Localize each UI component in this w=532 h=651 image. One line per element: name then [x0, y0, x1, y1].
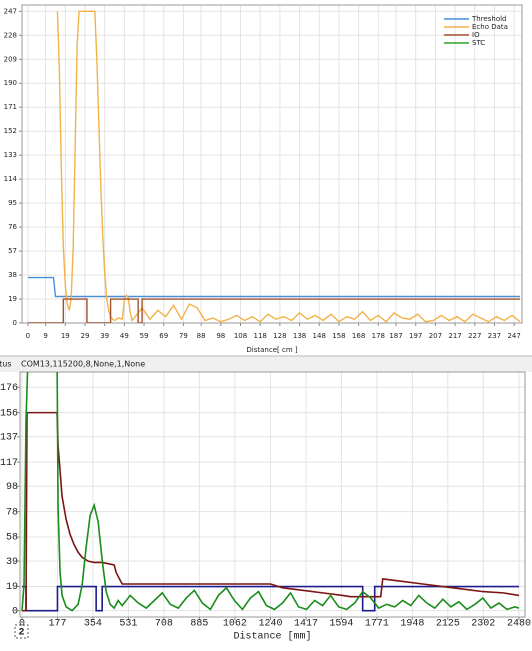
- y-tick-label: 57: [8, 247, 17, 255]
- x-tick-label: 108: [234, 332, 247, 340]
- y-tick-label: 39: [6, 557, 18, 568]
- y-tick-label: 0: [13, 319, 17, 327]
- x-tick-label: 207: [429, 332, 442, 340]
- x-tick-label: 168: [352, 332, 365, 340]
- plot-frame: [21, 4, 523, 324]
- status-label: Status: [0, 360, 12, 369]
- series-line: [22, 411, 520, 612]
- corner-label: 2: [18, 628, 24, 639]
- legend-label: Echo Data: [472, 23, 508, 31]
- x-tick-label: 29: [81, 332, 90, 340]
- x-tick-label: 39: [100, 332, 109, 340]
- y-tick-label: 156: [0, 408, 18, 419]
- x-tick-label: 98: [216, 332, 225, 340]
- x-tick-label: 148: [313, 332, 326, 340]
- x-tick-label: 177: [48, 619, 66, 630]
- x-tick-label: 187: [389, 332, 402, 340]
- x-tick-label: 531: [119, 619, 137, 630]
- x-tick-label: 69: [159, 332, 168, 340]
- x-tick-label: 1240: [258, 619, 282, 630]
- corner-box: [14, 624, 29, 639]
- x-tick-label: 19: [61, 332, 70, 340]
- x-tick-label: 158: [332, 332, 345, 340]
- x-tick-label: 354: [84, 619, 102, 630]
- y-tick-label: 152: [4, 127, 17, 135]
- y-tick-label: 209: [4, 55, 17, 63]
- x-tick-label: 2125: [436, 619, 460, 630]
- y-tick-label: 228: [4, 31, 17, 39]
- y-tick-label: 76: [8, 223, 17, 231]
- y-tick-label: 78: [6, 507, 18, 518]
- x-axis-label: Distance [mm]: [233, 631, 311, 643]
- x-tick-label: 0: [19, 619, 25, 630]
- plot-frame: [19, 371, 526, 618]
- series-line: [56, 10, 521, 323]
- x-tick-label: 227: [468, 332, 481, 340]
- x-tick-label: 128: [273, 332, 286, 340]
- x-tick-label: 59: [140, 332, 149, 340]
- legend-label: IO: [472, 31, 480, 39]
- y-tick-label: 190: [4, 79, 17, 87]
- x-tick-label: 49: [120, 332, 129, 340]
- x-tick-label: 118: [254, 332, 267, 340]
- y-tick-label: 117: [0, 458, 18, 469]
- y-tick-label: 176: [0, 383, 18, 394]
- series-line: [27, 298, 521, 323]
- status-port: COM13,115200,8,None,1,None: [21, 360, 145, 369]
- y-tick-label: 137: [0, 432, 18, 443]
- x-tick-label: 2480: [507, 619, 531, 630]
- legend-label: STC: [472, 39, 485, 47]
- status-bar: [0, 356, 532, 372]
- x-tick-label: 708: [155, 619, 173, 630]
- x-tick-label: 1417: [294, 619, 318, 630]
- x-tick-label: 79: [179, 332, 188, 340]
- y-tick-label: 19: [8, 295, 17, 303]
- x-tick-label: 1062: [223, 619, 247, 630]
- y-tick-label: 19: [6, 582, 18, 593]
- x-tick-label: 2302: [471, 619, 495, 630]
- x-tick-label: 237: [488, 332, 501, 340]
- x-tick-label: 1771: [365, 619, 389, 630]
- y-tick-label: 247: [4, 7, 17, 15]
- series-line: [27, 276, 521, 298]
- x-tick-label: 0: [26, 332, 30, 340]
- x-axis-label: Distance[ cm ]: [246, 346, 297, 354]
- x-tick-label: 217: [448, 332, 461, 340]
- x-tick-label: 9: [43, 332, 47, 340]
- x-tick-label: 885: [190, 619, 208, 630]
- legend-label: Threshold: [471, 15, 507, 23]
- y-tick-label: 133: [4, 151, 17, 159]
- series-line: [21, 372, 520, 612]
- x-tick-label: 88: [197, 332, 206, 340]
- y-tick-label: 171: [4, 103, 17, 111]
- x-tick-label: 138: [293, 332, 306, 340]
- y-tick-label: 114: [4, 175, 18, 183]
- y-tick-label: 98: [6, 482, 18, 493]
- x-tick-label: 178: [372, 332, 385, 340]
- y-tick-label: 0: [12, 606, 18, 617]
- series-line: [22, 585, 519, 612]
- top-panel: [0, 0, 532, 356]
- y-tick-label: 38: [8, 271, 17, 279]
- x-tick-label: 1594: [329, 619, 353, 630]
- x-tick-label: 197: [409, 332, 422, 340]
- y-tick-label: 95: [8, 199, 17, 207]
- y-tick-label: 58: [6, 533, 18, 544]
- x-tick-label: 247: [507, 332, 520, 340]
- x-tick-label: 1948: [400, 619, 424, 630]
